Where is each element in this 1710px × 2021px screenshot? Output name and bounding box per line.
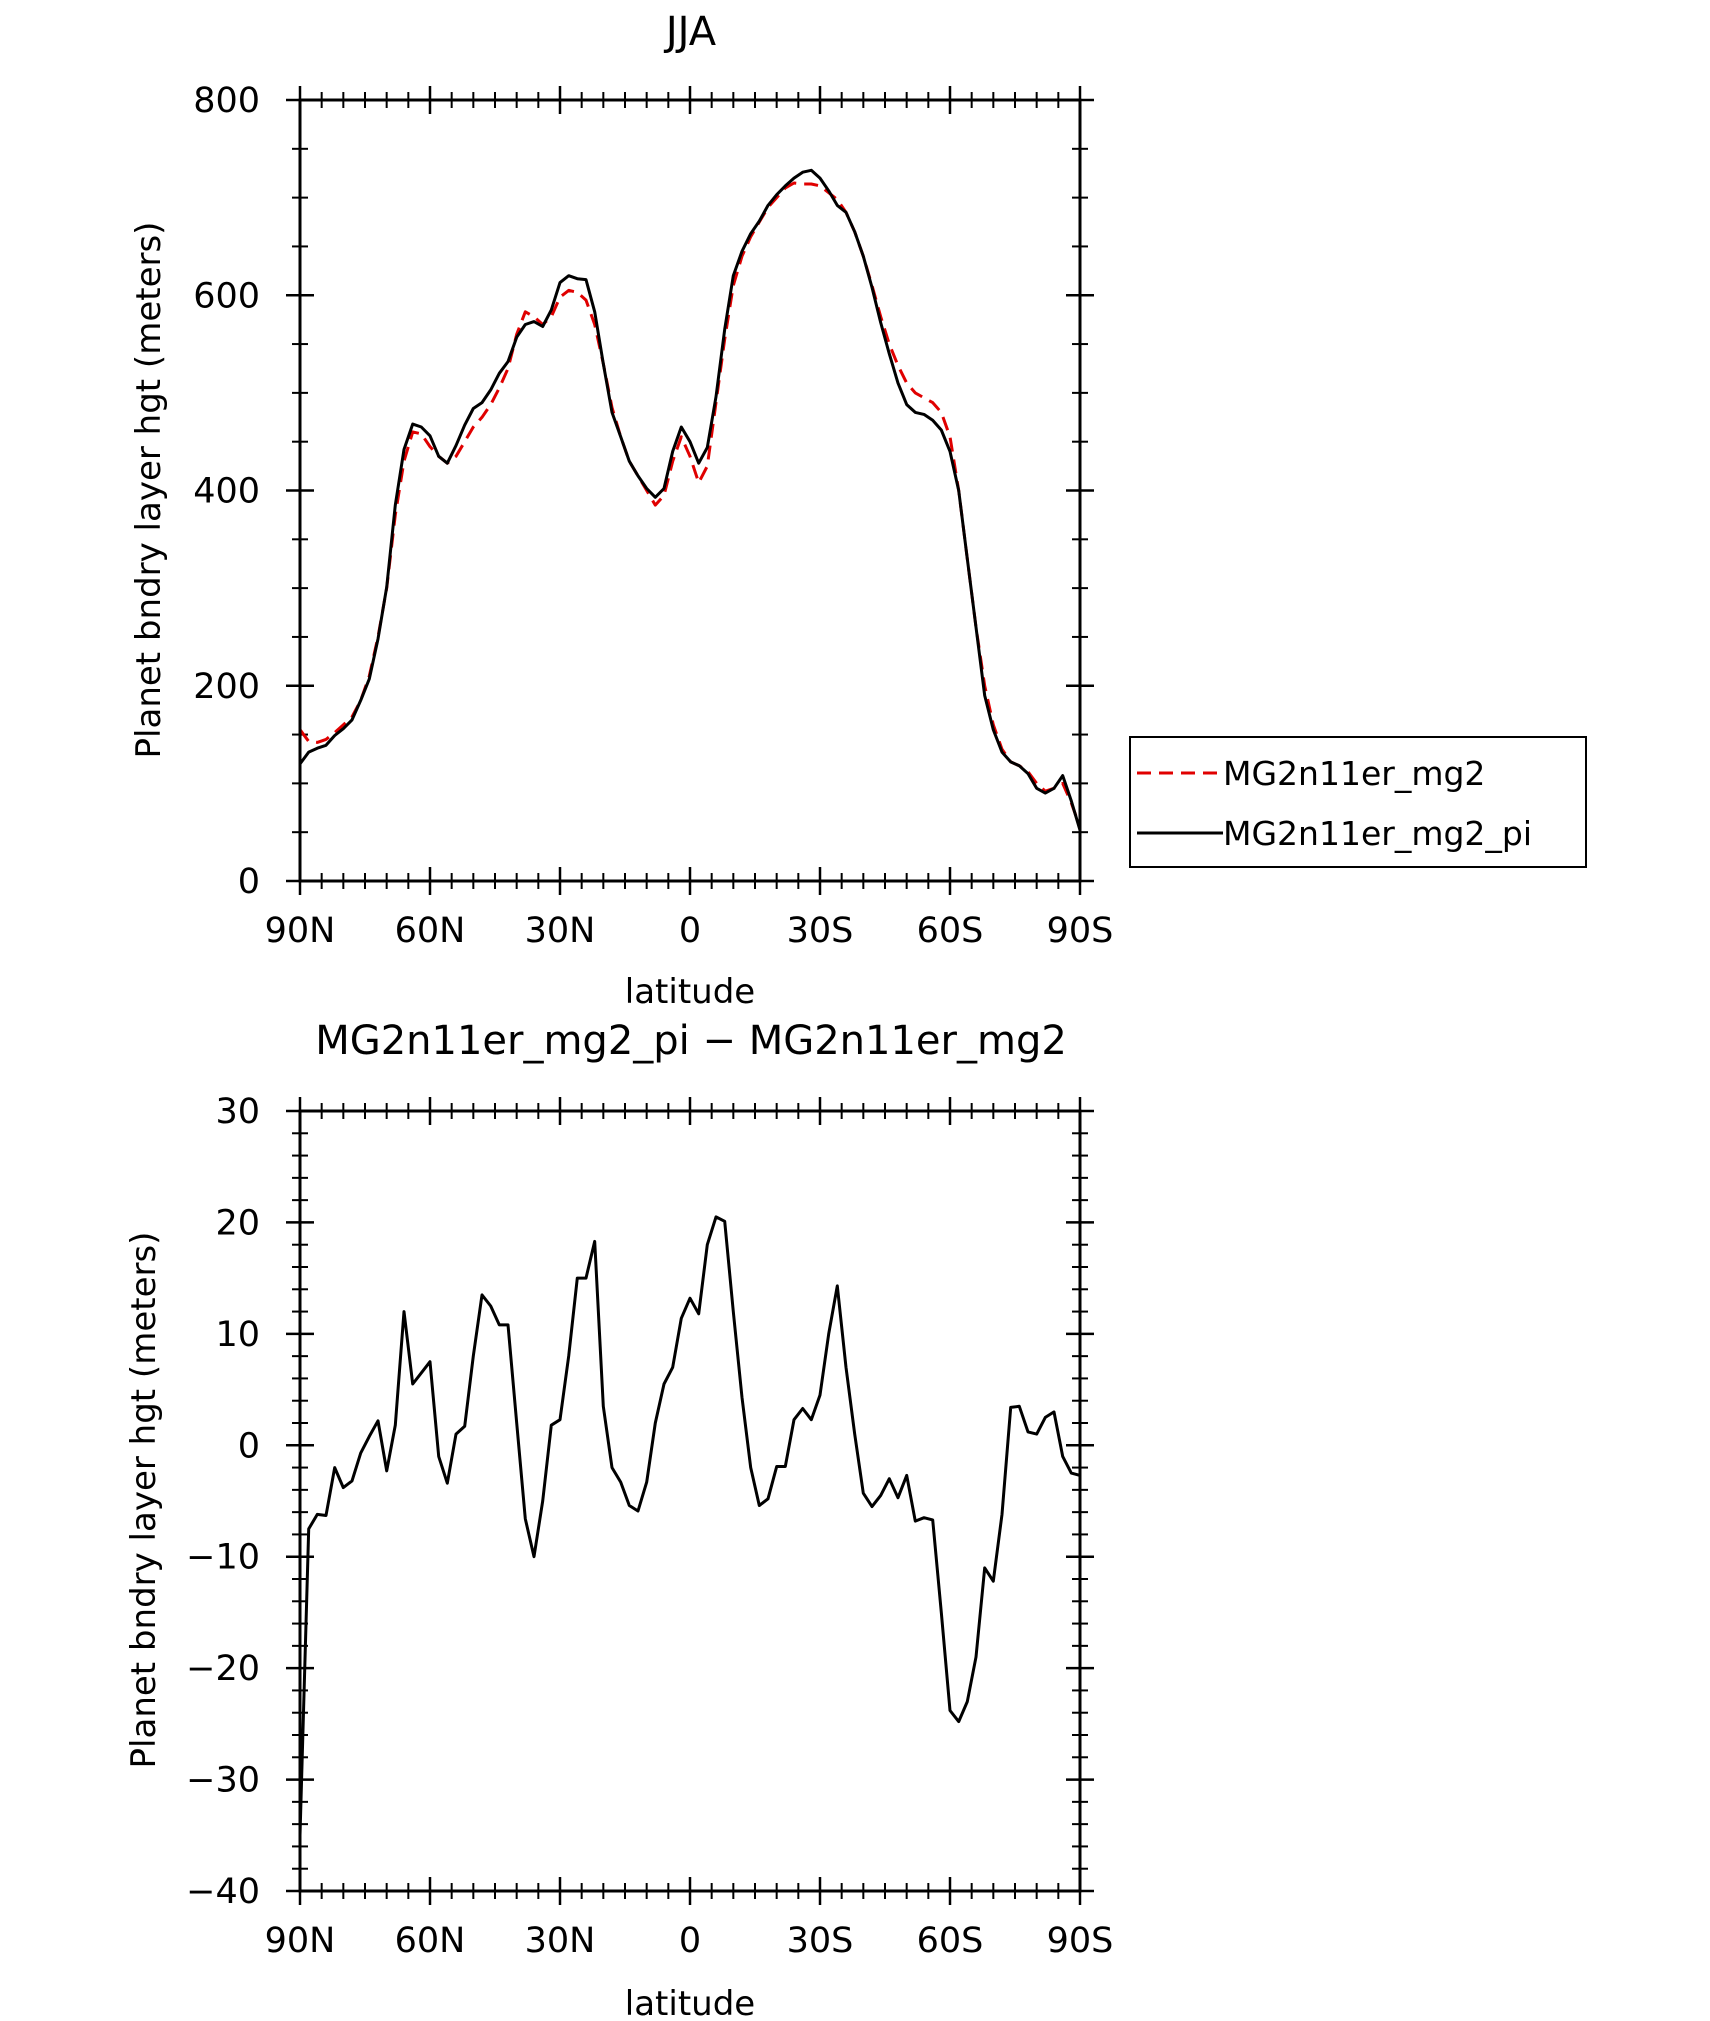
upper-panel: JJA 90N 60N 30N 0 30S 60S 90S 0 200 400 600 800 la… [129,9,1587,1012]
upper-series-lines [300,168,1080,831]
y-tick-label: 0 [238,862,260,902]
x-tick-label: 60N [395,911,466,951]
upper-plot-frame [298,98,1082,883]
x-tick-label: 30S [787,1921,854,1961]
x-tick-label: 90N [265,1921,336,1961]
upper-x-ticks: 90N 60N 30N 0 30S 60S 90S [265,86,1114,951]
lower-plot-frame [298,1109,1082,1893]
x-tick-label: 30N [525,911,596,951]
x-tick-label: 60S [917,1921,984,1961]
y-tick-label: −30 [186,1761,260,1801]
y-tick-label: −10 [186,1538,260,1578]
x-tick-label: 0 [679,911,701,951]
y-tick-label: 400 [193,472,260,512]
x-tick-label: 90S [1047,1921,1114,1961]
y-tick-label: 10 [215,1315,260,1355]
x-tick-label: 30N [525,1921,596,1961]
legend-box [1129,736,1587,868]
y-tick-label: 0 [238,1426,260,1466]
legend: MG2n11er_mg2 MG2n11er_mg2_pi [1129,736,1587,868]
y-tick-label: −20 [186,1649,260,1689]
lower-panel: MG2n11er_mg2_pi − MG2n11er_mg2 90N 60N 30N… [124,1018,1114,2021]
lower-minor-ticks [292,1103,1088,1899]
series-line-0 [300,181,1080,828]
y-tick-label: 200 [193,667,260,707]
y-tick-label: −40 [186,1872,260,1912]
y-tick-label: 800 [193,81,260,121]
series-line-0 [300,1215,1080,1836]
lower-chart-title: MG2n11er_mg2_pi − MG2n11er_mg2 [315,1018,1067,1064]
x-tick-label: 90S [1047,911,1114,951]
upper-x-axis-label: latitude [625,972,755,1012]
upper-minor-ticks [292,92,1088,889]
lower-x-ticks: 90N 60N 30N 0 30S 60S 90S [265,1097,1114,1961]
y-tick-label: 600 [193,276,260,316]
x-tick-label: 90N [265,911,336,951]
y-tick-label: 20 [215,1203,260,1243]
x-tick-label: 60N [395,1921,466,1961]
series-line-1 [300,168,1080,831]
x-tick-label: 60S [917,911,984,951]
lower-y-ticks: −40 −30 −20 −10 0 10 20 30 [186,1092,1094,1912]
lower-x-axis-label: latitude [625,1984,755,2021]
upper-chart-title: JJA [663,9,717,55]
legend-label-mg2-pi: MG2n11er_mg2_pi [1223,814,1532,853]
legend-label-mg2: MG2n11er_mg2 [1223,754,1485,793]
lower-y-axis-label: Planet bndry layer hgt (meters) [124,1232,164,1769]
y-tick-label: 30 [215,1092,260,1132]
upper-y-axis-label: Planet bndry layer hgt (meters) [129,222,169,759]
x-tick-label: 30S [787,911,854,951]
lower-series-lines [300,1215,1080,1836]
x-tick-label: 0 [679,1921,701,1961]
